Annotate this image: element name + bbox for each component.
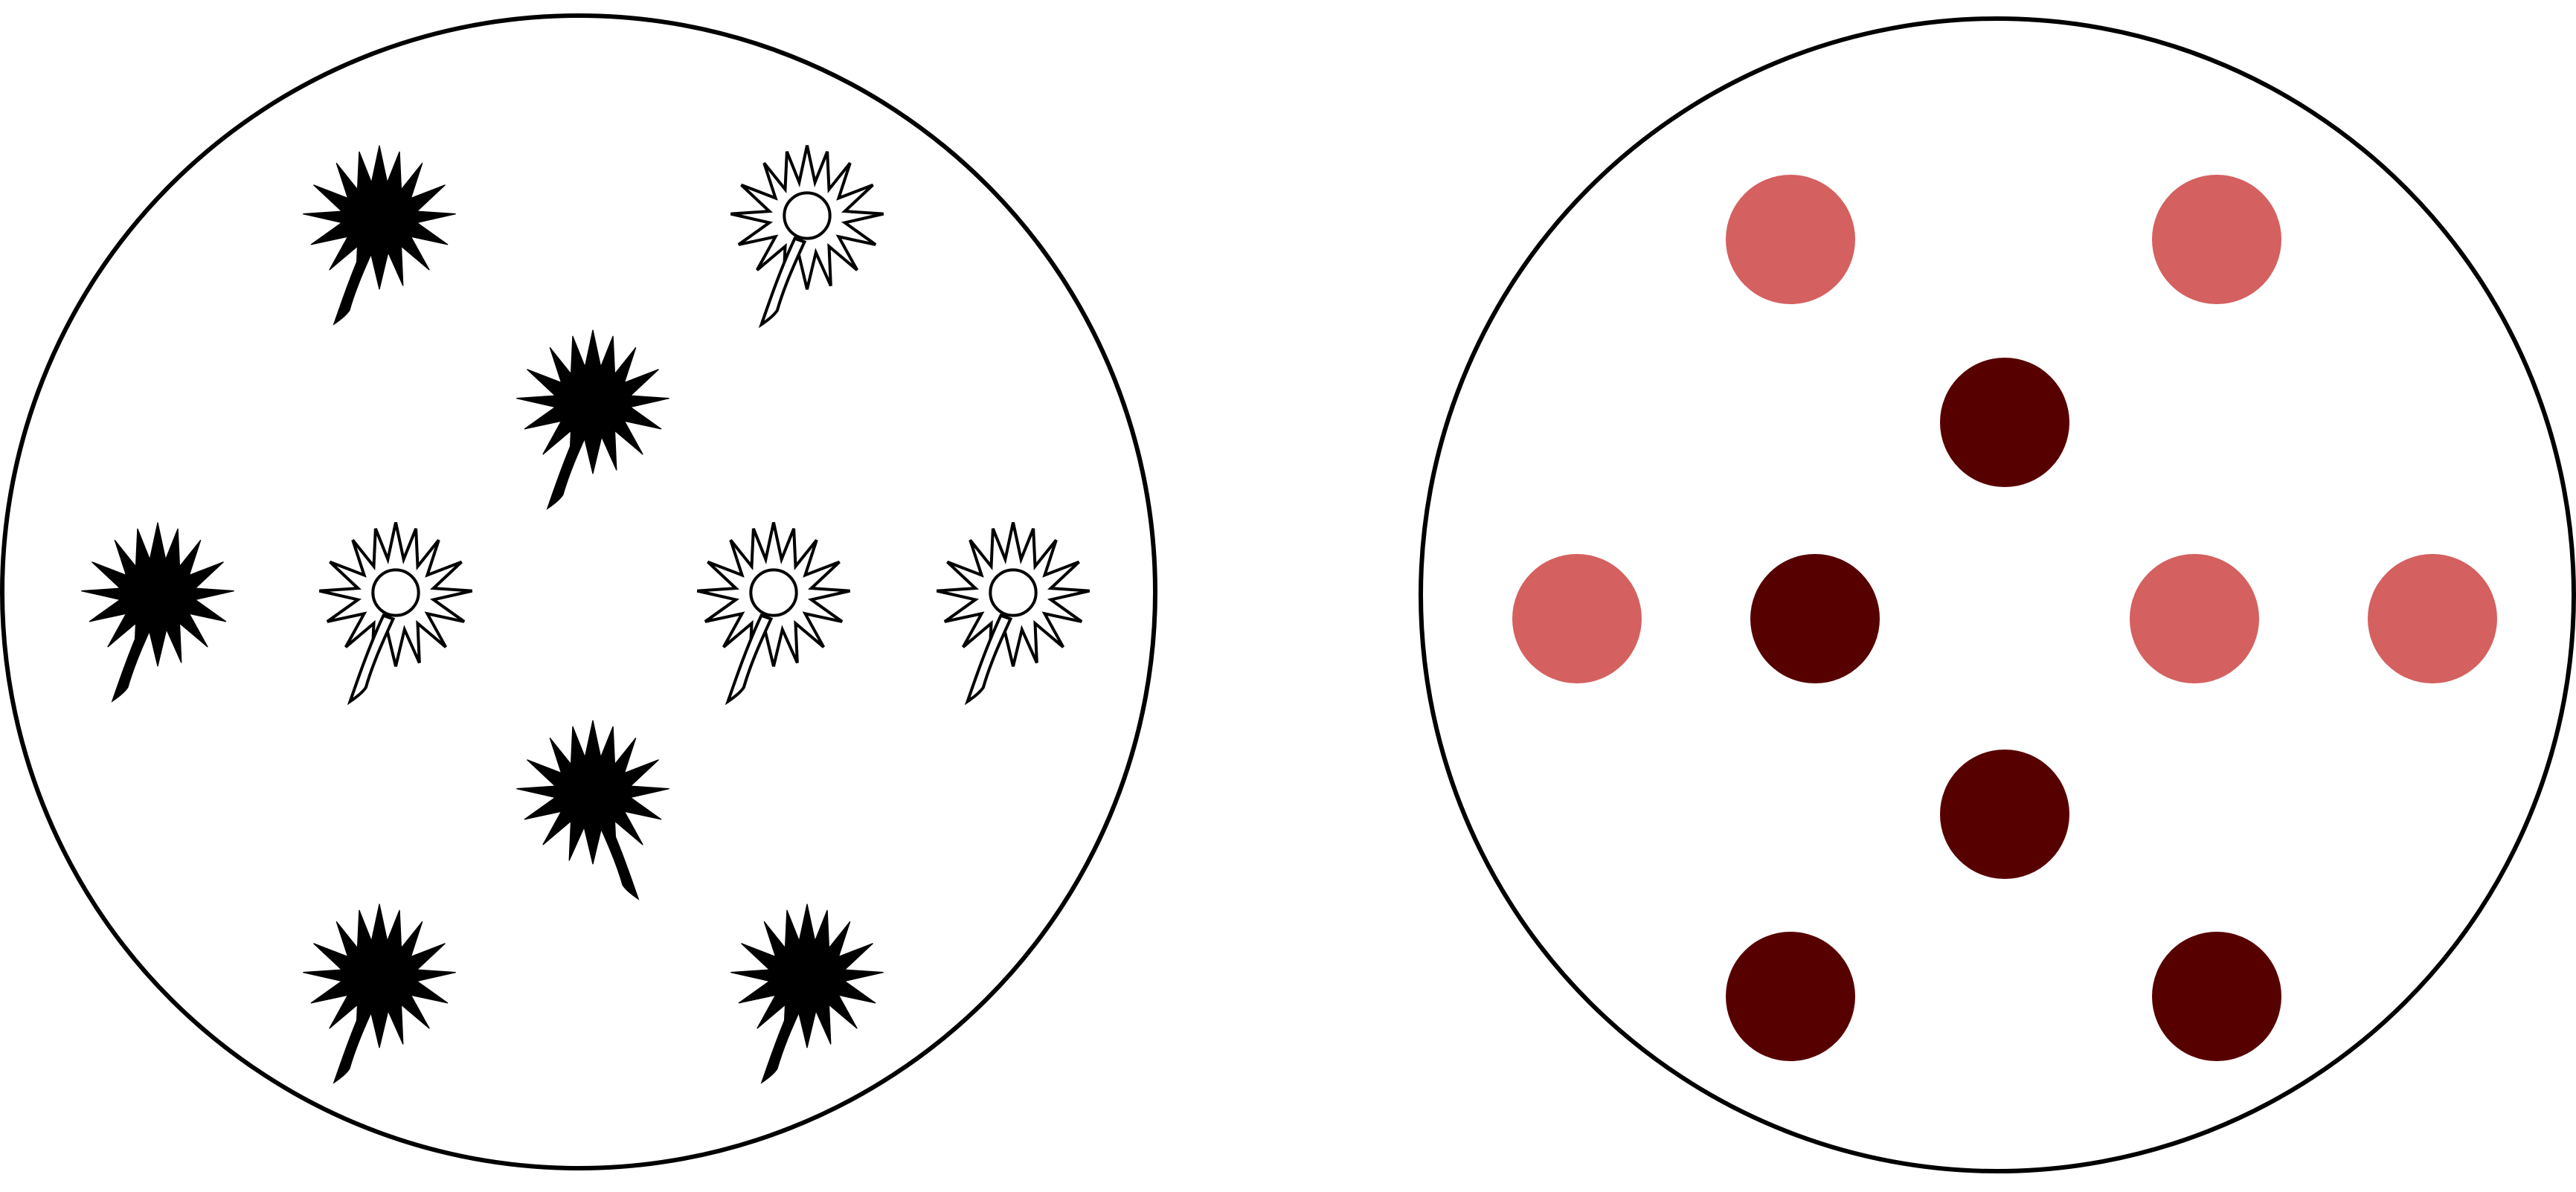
- dark-dot: [2152, 932, 2281, 1061]
- light-dot: [1512, 554, 1642, 683]
- flower-panel-boundary: [0, 13, 1157, 1170]
- outline-flower-icon: [937, 523, 1089, 702]
- filled-flower-icon: [730, 903, 884, 1083]
- outline-flower-icon: [697, 523, 849, 702]
- light-dot: [1726, 175, 1855, 304]
- dot-group: [1512, 175, 2497, 1061]
- outline-flower-icon: [730, 146, 883, 325]
- dot-panel-boundary: [1419, 16, 2576, 1173]
- filled-flower-icon: [302, 903, 457, 1083]
- dark-dot: [1726, 932, 1855, 1061]
- dot-panel: [1419, 16, 2576, 1173]
- outline-flower-icon: [319, 523, 472, 702]
- light-dot: [2130, 554, 2259, 683]
- dark-dot: [1940, 750, 2069, 879]
- filled-flower-icon: [515, 329, 670, 509]
- filled-flower-icon: [80, 522, 235, 702]
- light-dot: [2152, 175, 2281, 304]
- filled-flower-icon: [515, 720, 670, 900]
- light-dot: [2368, 554, 2497, 683]
- filled-flower-icon: [302, 145, 457, 325]
- flower-panel: [0, 13, 1157, 1170]
- dark-dot: [1750, 554, 1880, 683]
- dark-dot: [1940, 358, 2069, 487]
- flower-group: [80, 145, 1089, 1083]
